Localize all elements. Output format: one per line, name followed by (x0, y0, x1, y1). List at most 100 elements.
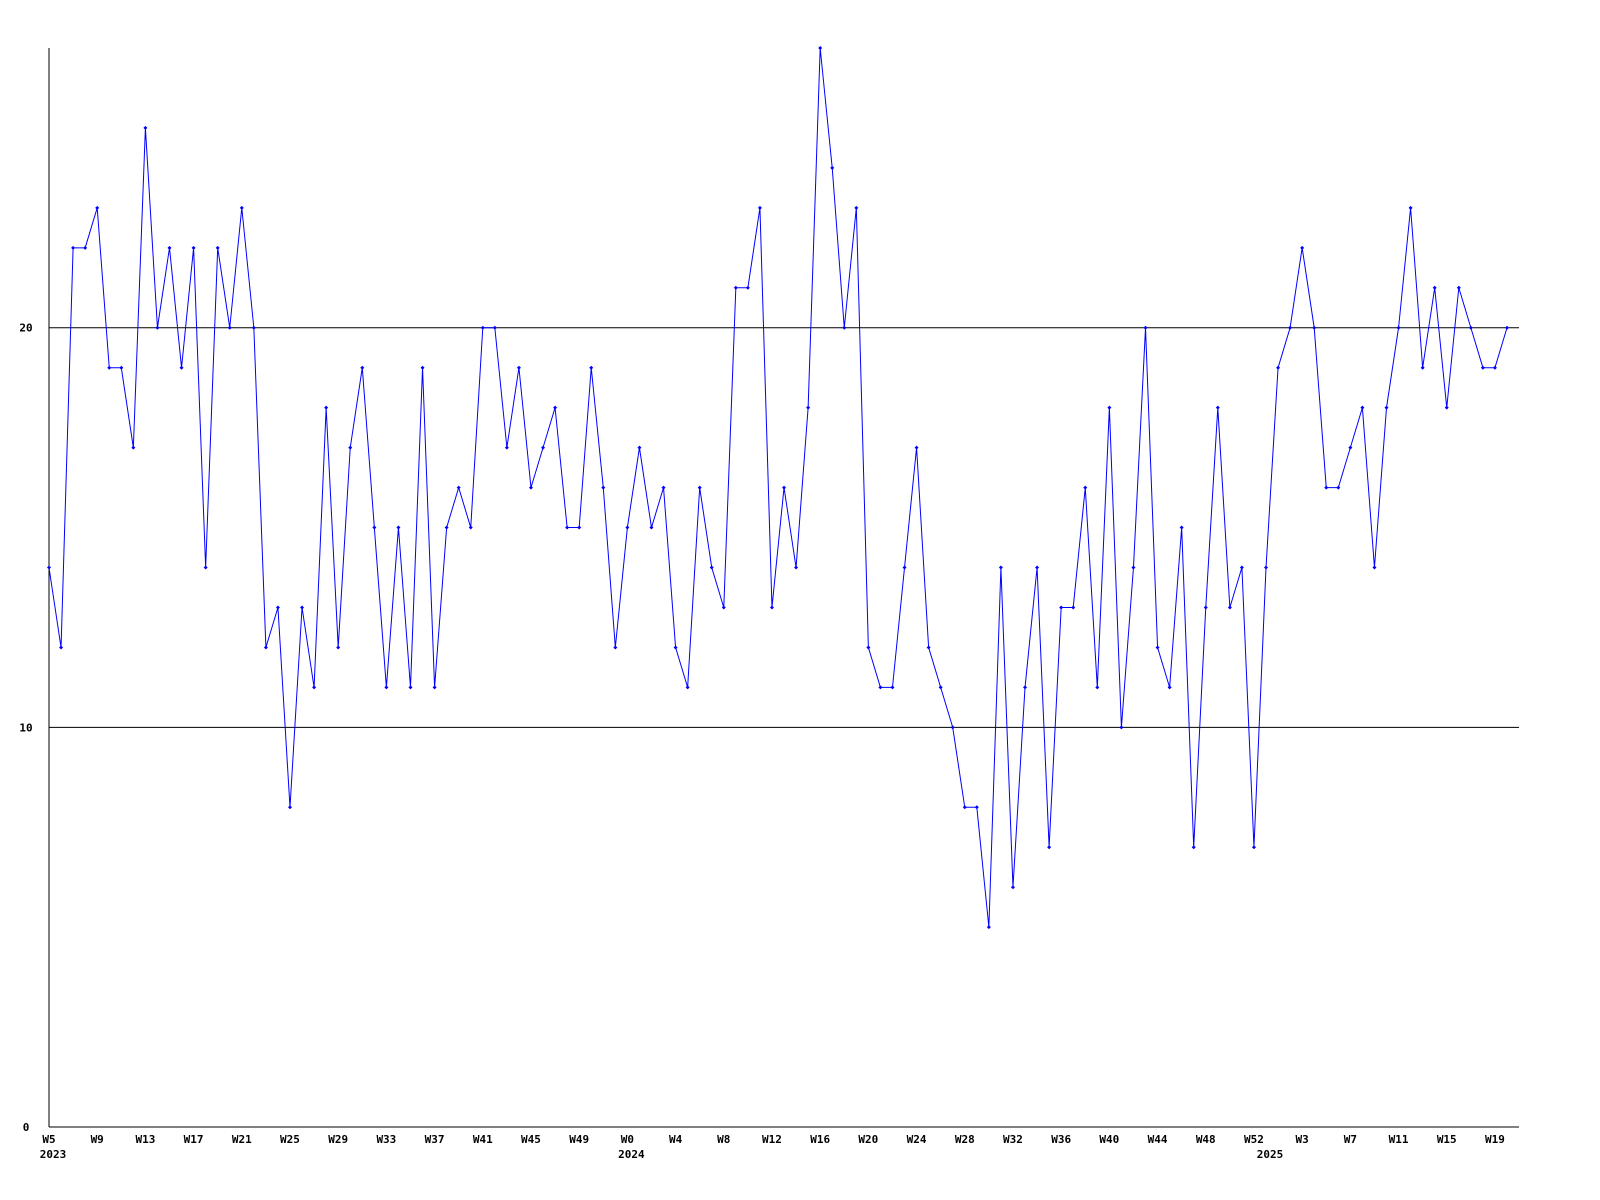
point (637, 445, 642, 450)
point (914, 445, 919, 450)
x-tick-label: W17 (184, 1133, 204, 1146)
point (1107, 405, 1112, 410)
point (625, 525, 630, 530)
point (1312, 325, 1317, 330)
point (1083, 485, 1088, 490)
point (1480, 365, 1485, 370)
x-tick-label: W11 (1389, 1133, 1409, 1146)
point (203, 565, 208, 570)
point (480, 325, 485, 330)
point (420, 365, 425, 370)
x-tick-label: W48 (1196, 1133, 1216, 1146)
point (95, 205, 100, 210)
x-tick-label: W13 (135, 1133, 155, 1146)
x-tick-label: W5 (42, 1133, 55, 1146)
x-tick-label: W44 (1148, 1133, 1168, 1146)
x-tick-label: W9 (91, 1133, 104, 1146)
point (47, 565, 51, 570)
x-tick-label: W41 (473, 1133, 493, 1146)
point (336, 645, 341, 650)
x-tick-label: W24 (907, 1133, 927, 1146)
point (1203, 605, 1208, 610)
point (179, 365, 184, 370)
point (492, 325, 497, 330)
x-tick-label: W40 (1099, 1133, 1119, 1146)
point (71, 245, 76, 250)
point (950, 725, 955, 730)
point (962, 805, 967, 810)
x-tick-label: W25 (280, 1133, 300, 1146)
point (1372, 565, 1377, 570)
point (553, 405, 558, 410)
point (1348, 445, 1353, 450)
x-year-label: 2024 (618, 1148, 645, 1161)
point (649, 525, 654, 530)
point (926, 645, 931, 650)
point (661, 485, 666, 490)
x-tick-label: W37 (425, 1133, 445, 1146)
point (998, 565, 1003, 570)
point (324, 405, 329, 410)
point (1505, 325, 1509, 330)
point (287, 805, 292, 810)
point (215, 245, 220, 250)
x-year-label: 2023 (40, 1148, 67, 1161)
point (1276, 365, 1281, 370)
point (1191, 845, 1196, 850)
point (745, 285, 750, 290)
x-tick-label: W8 (717, 1133, 730, 1146)
x-tick-label: W19 (1485, 1133, 1505, 1146)
x-tick-label: W45 (521, 1133, 541, 1146)
point (1384, 405, 1389, 410)
point (227, 325, 232, 330)
x-tick-label: W33 (376, 1133, 396, 1146)
point (1360, 405, 1365, 410)
point (1143, 325, 1148, 330)
point (239, 205, 244, 210)
point (432, 685, 437, 690)
point (541, 445, 546, 450)
y-tick-label: 10 (19, 721, 32, 734)
point (1264, 565, 1269, 570)
point (830, 165, 835, 170)
point (818, 46, 823, 50)
point (444, 525, 449, 530)
point (1492, 365, 1497, 370)
point (565, 525, 570, 530)
point (902, 565, 907, 570)
point (854, 205, 859, 210)
point (167, 245, 172, 250)
point (1300, 245, 1305, 250)
point (107, 365, 112, 370)
point (733, 285, 738, 290)
point (1324, 485, 1329, 490)
point (143, 125, 148, 130)
point (1035, 565, 1040, 570)
point (1288, 325, 1293, 330)
point (275, 605, 280, 610)
x-tick-label: W4 (669, 1133, 683, 1146)
point (721, 605, 726, 610)
point (1119, 725, 1124, 730)
point (1408, 205, 1413, 210)
point (300, 605, 305, 610)
point (1456, 285, 1461, 290)
point (1432, 285, 1437, 290)
x-tick-label: W32 (1003, 1133, 1023, 1146)
x-tick-label: W21 (232, 1133, 252, 1146)
point (1251, 845, 1256, 850)
point (468, 525, 473, 530)
point (986, 925, 991, 930)
point (155, 325, 160, 330)
point (866, 645, 871, 650)
point (1131, 565, 1136, 570)
point (577, 525, 582, 530)
x-tick-label: W20 (858, 1133, 878, 1146)
point (456, 485, 461, 490)
x-tick-label: W0 (621, 1133, 634, 1146)
x-tick-label: W7 (1344, 1133, 1357, 1146)
point (1071, 605, 1076, 610)
point (1095, 685, 1100, 690)
